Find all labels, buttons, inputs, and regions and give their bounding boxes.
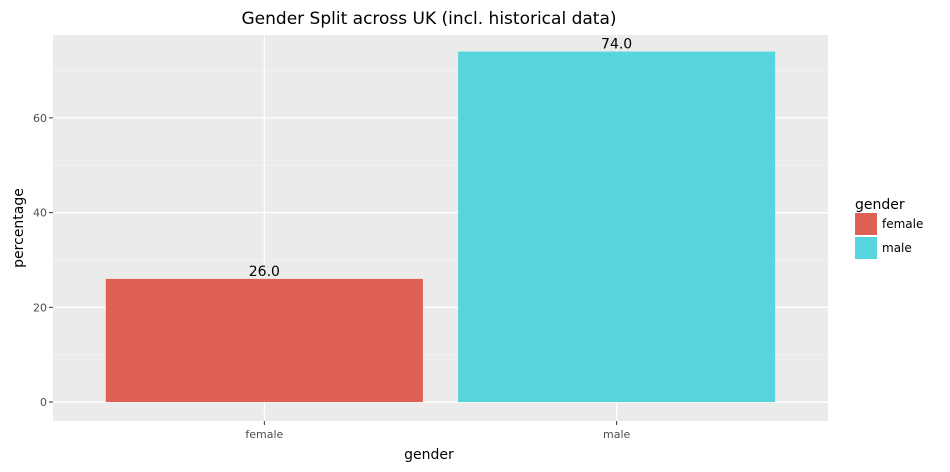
bar-female: [105, 278, 423, 403]
bars: [105, 51, 776, 403]
legend-key-male: [855, 237, 877, 259]
x-axis-title: gender: [404, 447, 454, 463]
legend-title: gender: [855, 197, 905, 213]
chart-title: Gender Split across UK (incl. historical…: [242, 9, 617, 29]
legend-label-male: male: [882, 241, 912, 255]
legend-items: female male: [855, 213, 923, 259]
x-tick-label: male: [603, 428, 631, 441]
y-tick-label: 20: [33, 301, 47, 314]
data-label-female: 26.0: [249, 264, 280, 280]
x-axis: female male: [245, 421, 631, 441]
bar-male: [458, 51, 776, 403]
y-axis-title: percentage: [11, 188, 27, 268]
legend-label-female: female: [882, 217, 923, 231]
y-tick-label: 0: [40, 396, 47, 409]
data-label-male: 74.0: [601, 37, 632, 53]
data-labels: 26.0 74.0: [249, 37, 632, 280]
y-axis: 0 20 40 60: [33, 112, 53, 409]
y-tick-label: 60: [33, 112, 47, 125]
legend: gender female male: [855, 197, 923, 259]
x-tick-label: female: [245, 428, 283, 441]
y-tick-label: 40: [33, 207, 47, 220]
legend-key-female: [855, 213, 877, 235]
